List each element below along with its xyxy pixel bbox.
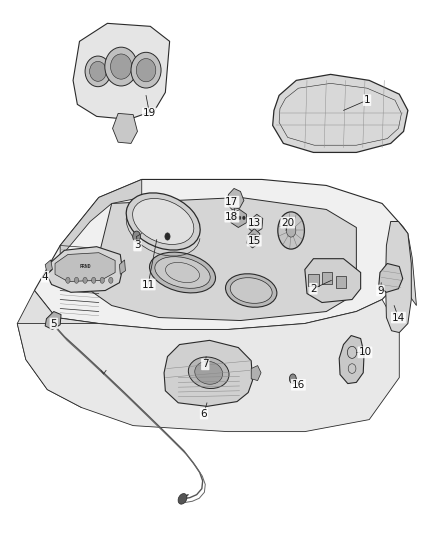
Text: 4: 4 bbox=[42, 272, 49, 282]
Ellipse shape bbox=[178, 494, 187, 504]
Text: 5: 5 bbox=[50, 319, 57, 328]
Polygon shape bbox=[17, 300, 399, 432]
Ellipse shape bbox=[233, 216, 235, 220]
Ellipse shape bbox=[243, 216, 245, 220]
Text: 10: 10 bbox=[358, 348, 371, 357]
Polygon shape bbox=[35, 180, 403, 329]
Ellipse shape bbox=[105, 47, 138, 86]
Text: 6: 6 bbox=[201, 409, 207, 418]
Polygon shape bbox=[385, 222, 411, 333]
Ellipse shape bbox=[195, 361, 223, 384]
Text: 17: 17 bbox=[225, 197, 239, 207]
Text: 7: 7 bbox=[202, 359, 208, 369]
Polygon shape bbox=[399, 228, 417, 305]
Ellipse shape bbox=[136, 59, 156, 82]
Ellipse shape bbox=[188, 357, 229, 389]
Text: 16: 16 bbox=[292, 380, 305, 390]
Polygon shape bbox=[305, 259, 360, 303]
Polygon shape bbox=[251, 366, 261, 381]
Text: 13: 13 bbox=[247, 217, 261, 228]
Ellipse shape bbox=[250, 234, 257, 243]
Text: 19: 19 bbox=[143, 108, 156, 118]
Polygon shape bbox=[45, 311, 61, 329]
Ellipse shape bbox=[90, 61, 106, 82]
Polygon shape bbox=[272, 75, 408, 152]
Text: 18: 18 bbox=[225, 212, 239, 222]
Ellipse shape bbox=[149, 252, 215, 293]
Polygon shape bbox=[113, 114, 138, 143]
Polygon shape bbox=[227, 189, 244, 209]
Ellipse shape bbox=[230, 278, 272, 303]
Ellipse shape bbox=[66, 277, 70, 284]
Polygon shape bbox=[60, 180, 142, 257]
Polygon shape bbox=[339, 336, 364, 384]
Polygon shape bbox=[379, 263, 403, 292]
Ellipse shape bbox=[83, 277, 87, 284]
Polygon shape bbox=[46, 247, 123, 292]
Polygon shape bbox=[231, 209, 247, 228]
Ellipse shape bbox=[155, 257, 210, 288]
Polygon shape bbox=[120, 260, 125, 274]
Ellipse shape bbox=[126, 193, 200, 250]
Ellipse shape bbox=[290, 374, 296, 384]
Text: 14: 14 bbox=[392, 312, 405, 322]
Ellipse shape bbox=[110, 54, 132, 79]
Polygon shape bbox=[247, 229, 260, 248]
Ellipse shape bbox=[92, 277, 96, 284]
Text: PRND: PRND bbox=[79, 264, 91, 269]
Text: 20: 20 bbox=[281, 217, 294, 228]
Text: 2: 2 bbox=[310, 284, 317, 294]
Ellipse shape bbox=[100, 277, 104, 284]
Polygon shape bbox=[90, 197, 357, 320]
Bar bbox=[322, 272, 332, 284]
Polygon shape bbox=[164, 341, 252, 406]
Text: 15: 15 bbox=[247, 236, 261, 246]
Ellipse shape bbox=[74, 277, 79, 284]
Ellipse shape bbox=[165, 233, 170, 240]
Text: 3: 3 bbox=[134, 240, 141, 251]
Ellipse shape bbox=[226, 274, 277, 307]
Polygon shape bbox=[17, 290, 99, 408]
Text: 11: 11 bbox=[141, 279, 155, 289]
Ellipse shape bbox=[238, 216, 241, 220]
Ellipse shape bbox=[131, 52, 161, 88]
Polygon shape bbox=[45, 260, 53, 274]
Ellipse shape bbox=[109, 277, 113, 284]
Polygon shape bbox=[55, 253, 115, 281]
Polygon shape bbox=[249, 214, 263, 233]
Text: 1: 1 bbox=[364, 95, 371, 105]
Ellipse shape bbox=[85, 56, 111, 87]
Ellipse shape bbox=[133, 231, 141, 242]
Bar bbox=[308, 274, 318, 286]
Bar bbox=[336, 276, 346, 287]
Ellipse shape bbox=[278, 212, 304, 249]
Text: 9: 9 bbox=[377, 286, 384, 295]
Ellipse shape bbox=[133, 198, 194, 245]
Ellipse shape bbox=[286, 224, 296, 237]
Polygon shape bbox=[73, 23, 170, 119]
